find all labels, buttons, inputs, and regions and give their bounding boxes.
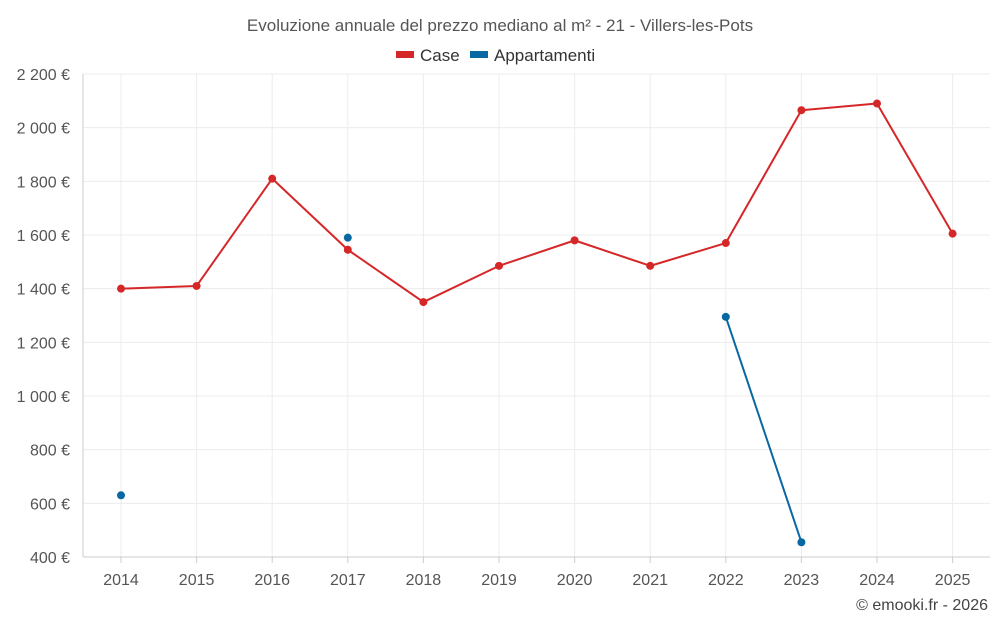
series-line-segment xyxy=(422,264,500,304)
y-tick-label: 800 € xyxy=(30,443,70,460)
legend: Case Appartamenti xyxy=(396,46,595,65)
data-point xyxy=(268,174,277,183)
data-point xyxy=(192,281,201,290)
y-tick-label: 1 000 € xyxy=(17,389,70,406)
legend-item-appartamenti: Appartamenti xyxy=(470,46,595,65)
x-tick-label: 2025 xyxy=(935,572,971,589)
x-tick-label: 2016 xyxy=(254,572,290,589)
series-line-segment xyxy=(649,242,727,267)
data-point xyxy=(948,229,957,238)
series-line-segment xyxy=(724,109,803,245)
data-point xyxy=(873,99,881,108)
y-tick-label: 600 € xyxy=(30,496,70,513)
data-point xyxy=(117,284,125,293)
x-tick-label: 2022 xyxy=(708,572,744,589)
data-point xyxy=(495,261,503,270)
legend-label: Case xyxy=(420,46,460,65)
data-point xyxy=(797,106,806,115)
x-tick-label: 2014 xyxy=(103,572,139,589)
series-line-segment xyxy=(724,315,803,544)
y-tick-label: 1 600 € xyxy=(17,228,70,245)
y-tick-label: 400 € xyxy=(30,550,70,567)
y-tick-label: 1 800 € xyxy=(17,174,70,191)
y-tick-label: 2 000 € xyxy=(17,121,70,138)
legend-swatch xyxy=(396,51,414,58)
y-tick-label: 2 200 € xyxy=(17,67,70,84)
x-tick-label: 2018 xyxy=(406,572,442,589)
series-line-segment xyxy=(120,284,198,290)
y-axis-ticks: 400 € 600 € 800 € 1 000 € 1 200 € 1 400 € 1 60… xyxy=(17,67,70,567)
x-tick-label: 2019 xyxy=(481,572,517,589)
data-point xyxy=(797,538,806,547)
series-line-segment xyxy=(346,248,425,304)
x-tick-label: 2024 xyxy=(859,572,895,589)
data-point xyxy=(117,491,125,500)
x-tick-label: 2015 xyxy=(179,572,215,589)
y-tick-label: 1 200 € xyxy=(17,335,70,352)
legend-swatch xyxy=(470,51,488,58)
data-point xyxy=(721,239,730,248)
series-line-segment xyxy=(271,177,349,251)
legend-label: Appartamenti xyxy=(494,46,595,65)
series-line-segment xyxy=(498,239,576,267)
x-axis-ticks: 2014 2015 2016 2017 2018 2019 2020 2021 2022 2023… xyxy=(103,572,970,589)
legend-item-case: Case xyxy=(396,46,460,65)
x-tick-label: 2023 xyxy=(784,572,820,589)
series-line-segment xyxy=(573,239,652,267)
data-point xyxy=(343,245,352,254)
data-point xyxy=(343,233,352,242)
x-tick-label: 2020 xyxy=(557,572,593,589)
series-line-segment xyxy=(800,102,878,112)
series-layer xyxy=(117,99,957,547)
x-tick-label: 2017 xyxy=(330,572,366,589)
series-line-segment xyxy=(195,177,274,287)
series-case xyxy=(117,99,957,307)
chart-title: Evoluzione annuale del prezzo mediano al… xyxy=(247,16,753,35)
credit-label: © emooki.fr - 2026 xyxy=(856,597,988,614)
grid xyxy=(83,73,990,557)
data-point xyxy=(570,236,579,245)
series-line-segment xyxy=(876,102,954,235)
data-point xyxy=(721,312,730,321)
data-point xyxy=(646,261,655,270)
axes xyxy=(82,74,990,563)
series-appartamenti xyxy=(117,233,806,547)
y-tick-label: 1 400 € xyxy=(17,282,70,299)
data-point xyxy=(419,298,428,307)
x-tick-label: 2021 xyxy=(632,572,668,589)
